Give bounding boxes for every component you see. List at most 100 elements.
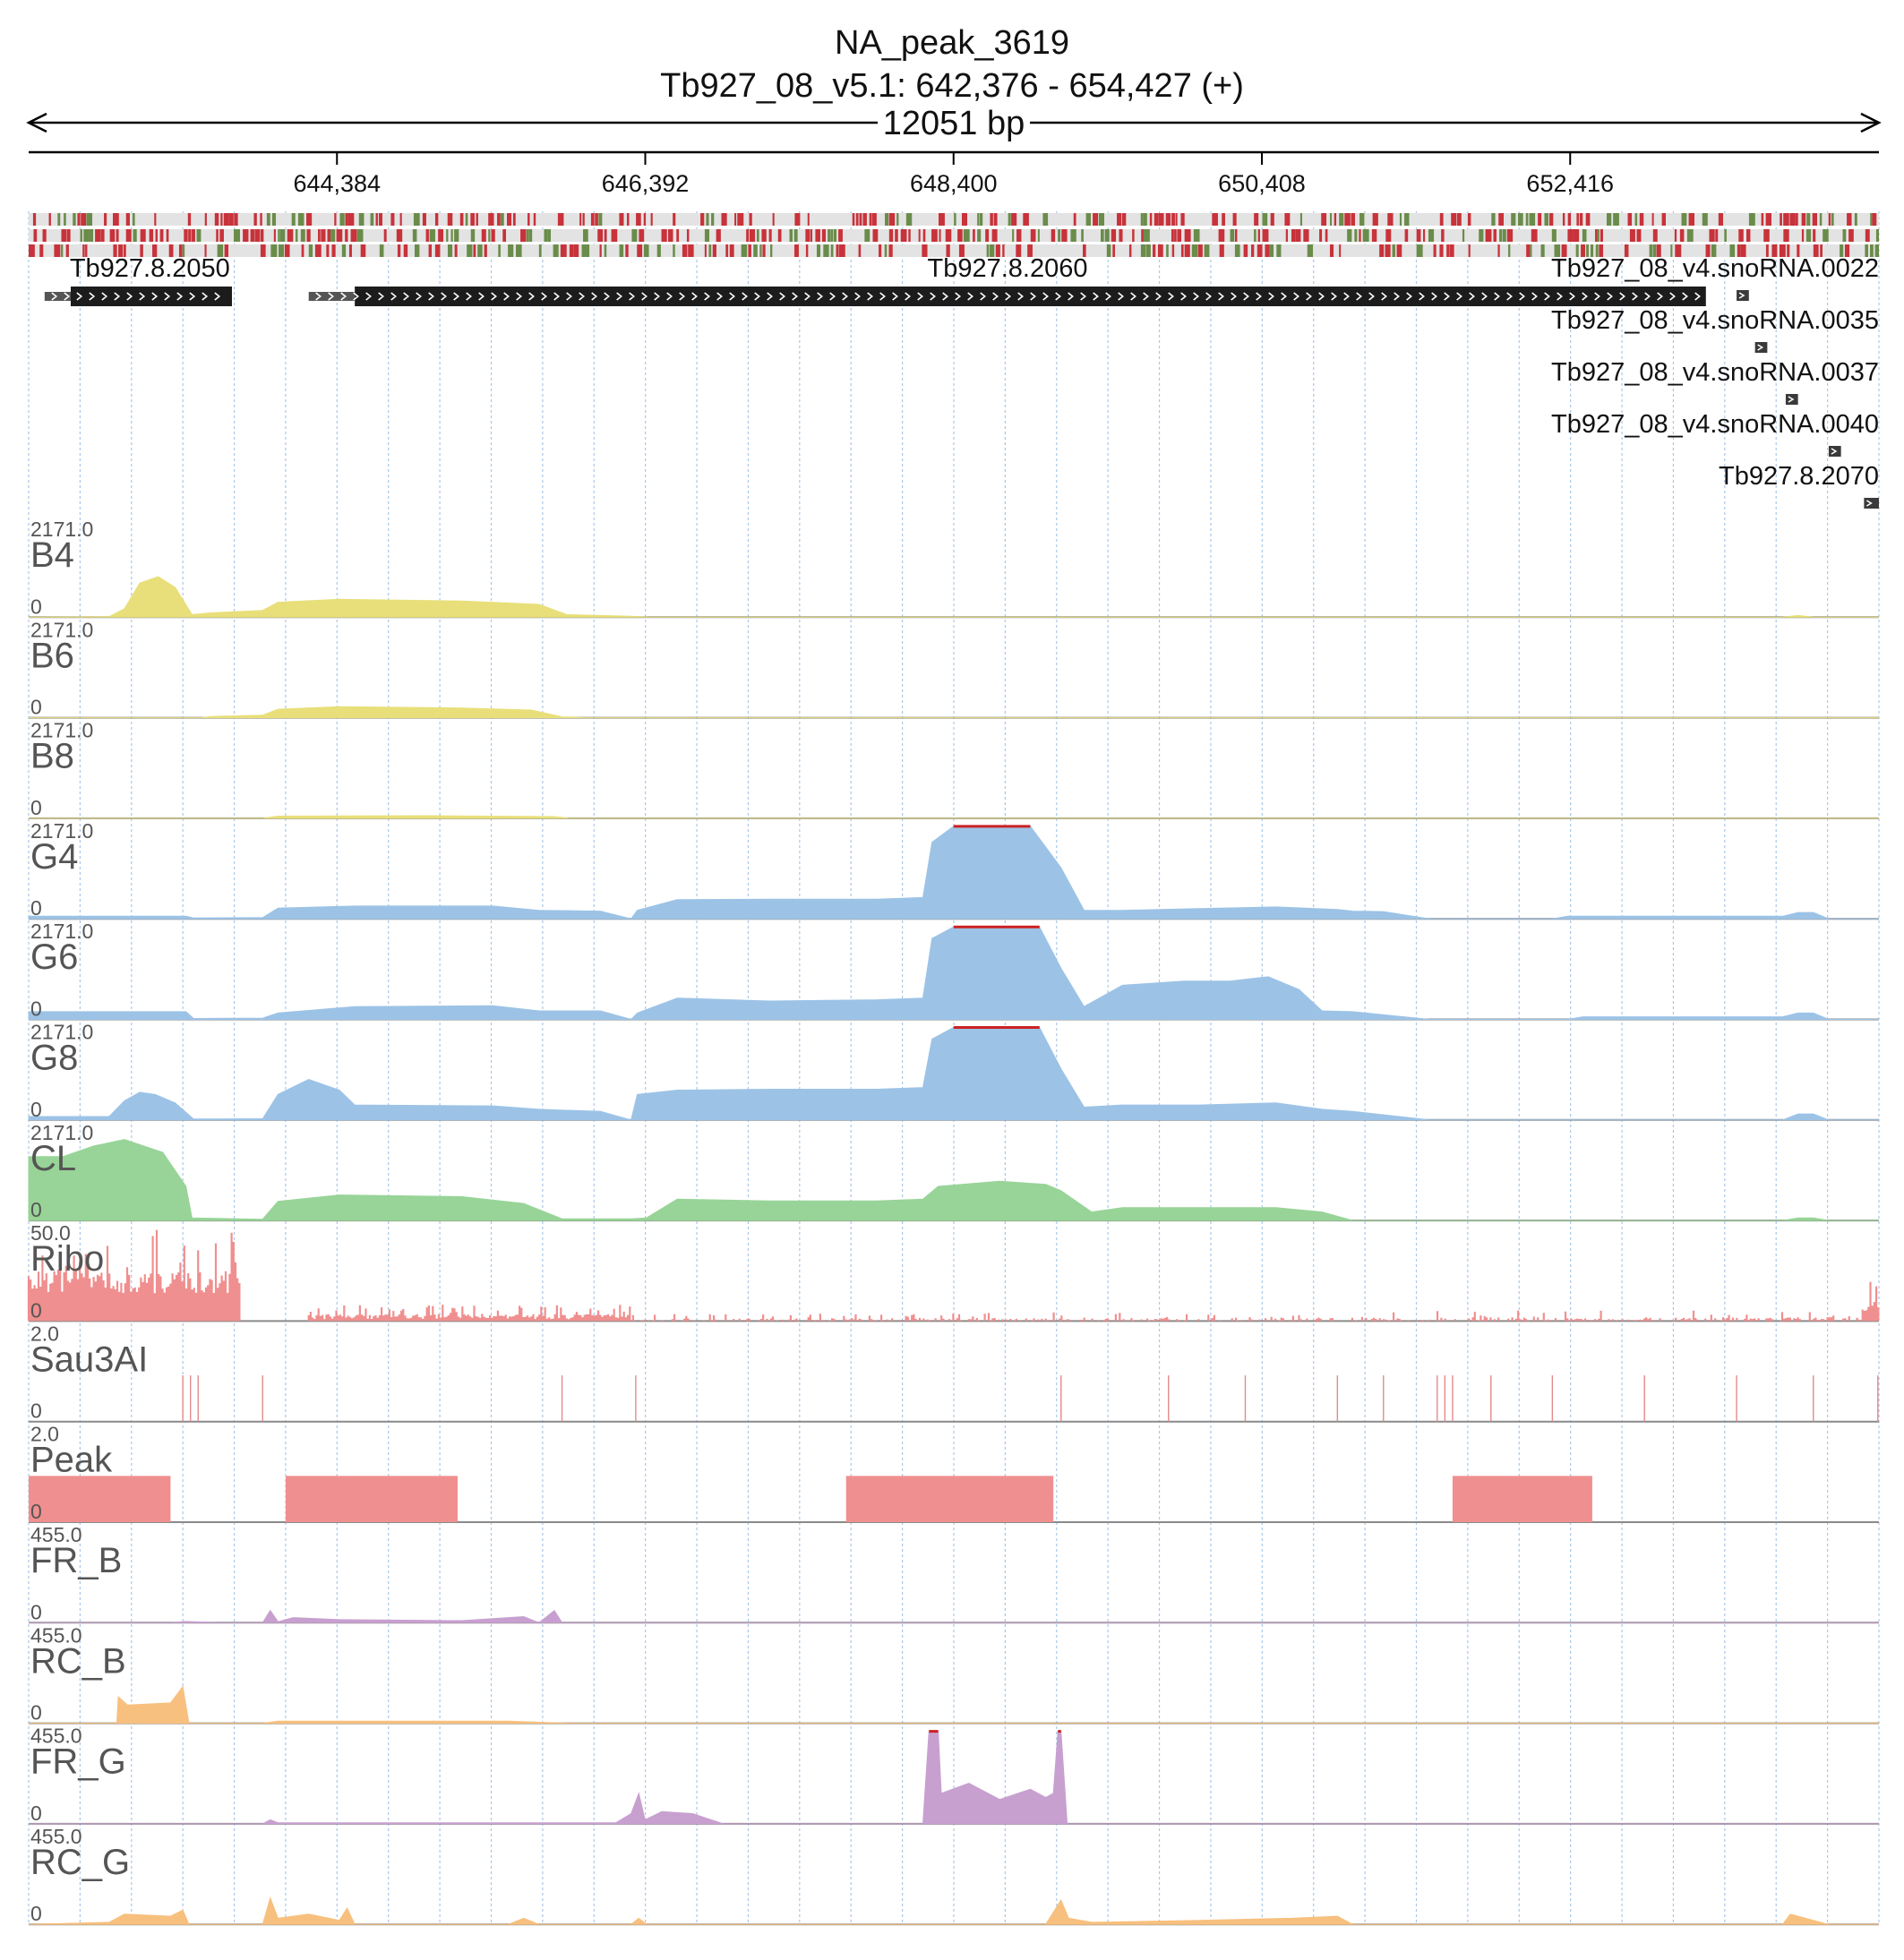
sequence-base [1177,229,1182,242]
gene-3: Tb927_08_v4.snoRNA.0035 [1551,306,1879,353]
sequence-base [673,244,675,257]
sequence-base [611,229,618,242]
sequence-base [667,229,673,242]
sequence-base [214,213,219,226]
track-name-label: B4 [30,535,74,575]
sequence-base [805,244,809,257]
sequence-base [1265,244,1270,257]
sequence-base [1740,244,1746,257]
sequence-base [1141,229,1144,242]
sequence-base [1112,244,1116,257]
sequence-base [963,229,970,242]
sequence-base [1106,244,1111,257]
span-arrow-left-head [26,112,47,133]
sequence-base [450,229,453,242]
sequence-base [287,229,294,242]
sequence-base [954,213,956,226]
sequence-base [1234,229,1238,242]
sequence-base [422,213,426,226]
sequence-base [39,244,44,257]
sequence-base [270,244,278,257]
sequence-base [1806,213,1811,226]
sequence-base [805,229,810,242]
sequence-base [977,213,980,226]
sequence-base [1517,213,1523,226]
track-peak-block [845,1476,1054,1522]
sequence-base [1061,229,1068,242]
sequence-base [1479,229,1484,242]
sequence-base [1171,244,1175,257]
sequence-base [1212,213,1218,226]
sequence-base [753,244,758,257]
sequence-base [1334,213,1337,226]
sequence-base [1595,229,1598,242]
track-min-label: 0 [30,796,42,819]
sequence-base [378,213,382,226]
sequence-base [434,244,441,257]
sequence-base [429,229,435,242]
sequence-base [1082,244,1086,257]
sequence-base [168,244,174,257]
sequence-base [396,229,403,242]
track-name-label: G6 [30,937,78,977]
track-peak-block [285,1476,458,1522]
sequence-base [859,213,862,226]
sequence-base [1093,213,1099,226]
gene-5: Tb927_08_v4.snoRNA.0040 [1551,410,1879,457]
sequence-base [884,244,888,257]
sequence-base [1502,229,1506,242]
sequence-row-bg-0 [29,213,1879,226]
sequence-base [1812,213,1818,226]
x-tick-label-0: 644,384 [293,170,381,197]
sequence-base [1813,244,1819,257]
sequence-base [125,229,132,242]
sequence-base [839,244,845,257]
sequence-base [989,244,995,257]
sequence-base [86,213,93,226]
sequence-base [488,213,494,226]
sequence-base [196,229,202,242]
sequence-base [109,229,116,242]
track-signal [29,815,1879,819]
sequence-base [1446,244,1450,257]
sequence-base [254,229,261,242]
sequence-base [922,229,926,242]
sequence-base [29,244,35,257]
sequence-base [330,229,336,242]
span-arrow-right-head [1860,112,1882,133]
sequence-base [89,229,94,242]
sequence-base [306,213,313,226]
sequence-base [749,229,756,242]
sequence-base [1561,244,1567,257]
sequence-base [1506,229,1514,242]
sequence-base [1639,213,1644,226]
sequence-base [1023,213,1029,226]
sequence-base [1529,213,1536,226]
track-max-label: 2171.0 [30,719,93,742]
sequence-base [1204,244,1210,257]
track-min-label: 0 [30,696,42,719]
sequence-base [1538,213,1542,226]
sequence-base [756,229,759,242]
gene-cds [355,287,1706,306]
sequence-base [1526,244,1531,257]
sequence-base [922,244,928,257]
sequence-base [1600,229,1603,242]
sequence-base [1675,244,1682,257]
sequence-base [1291,229,1296,242]
sequence-base [598,213,603,226]
sequence-base [465,213,468,226]
track-signal [28,1896,1879,1925]
sequence-base [1254,229,1256,242]
track-signal [28,576,1879,618]
gene-label: Tb927.8.2060 [928,254,1088,283]
track-max-label: 2171.0 [30,518,93,541]
sequence-base [260,213,262,226]
sequence-base [1705,244,1711,257]
sequence-base [297,213,304,226]
sequence-base [66,229,71,242]
gene-label: Tb927_08_v4.snoRNA.0040 [1551,410,1879,439]
sequence-base [905,213,913,226]
sequence-base [498,244,501,257]
sequence-base [631,229,638,242]
